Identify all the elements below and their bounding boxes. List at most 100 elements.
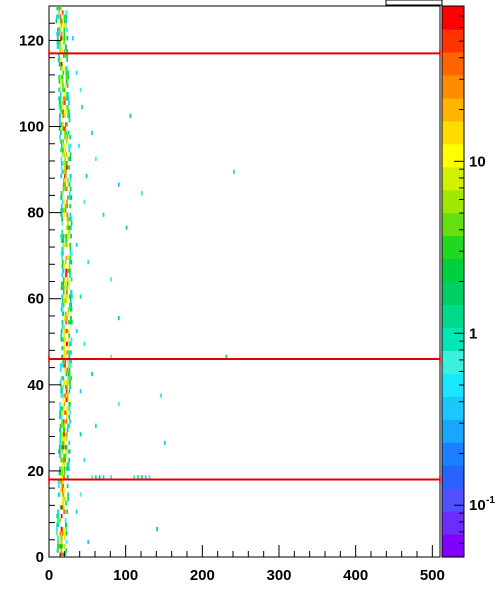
heatmap-cell <box>65 225 67 230</box>
scatter-cell <box>141 475 143 480</box>
heatmap-cell <box>64 311 67 316</box>
heatmap-cell <box>62 354 64 359</box>
scatter-cell <box>91 371 93 377</box>
heatmap-cell <box>63 535 66 540</box>
heatmap-cell <box>60 414 62 420</box>
heatmap-cell <box>59 44 62 49</box>
heatmap-cell <box>68 216 71 222</box>
heatmap-cell <box>65 294 68 299</box>
heatmap-cell <box>58 105 61 110</box>
heatmap-cell <box>67 109 70 114</box>
heatmap-cell <box>69 242 71 248</box>
heatmap-cell <box>58 31 61 37</box>
heatmap-cell <box>62 247 65 252</box>
heatmap-cell <box>66 216 68 222</box>
scatter-cell <box>91 475 93 480</box>
heatmap-cell <box>61 260 64 265</box>
colorbar-swatch <box>442 419 464 443</box>
heatmap-cell <box>69 152 72 157</box>
heatmap-cell <box>59 544 61 549</box>
heatmap-cell <box>70 337 73 342</box>
heatmap-cell <box>58 483 60 489</box>
heatmap-cell <box>68 466 70 471</box>
heatmap-cell <box>70 363 72 368</box>
heatmap-cell <box>63 531 65 536</box>
heatmap-cell <box>67 449 70 454</box>
heatmap-cell <box>65 122 67 127</box>
heatmap-cell <box>61 501 63 506</box>
heatmap-cell <box>62 501 65 506</box>
heatmap-cell <box>66 221 69 226</box>
heatmap-cell <box>62 483 65 489</box>
heatmap-cell <box>57 492 60 497</box>
heatmap-cell <box>63 204 66 209</box>
scatter-cell <box>83 341 86 347</box>
heatmap-cell <box>61 488 63 493</box>
heatmap-cell <box>65 419 68 424</box>
heatmap-cell <box>67 92 69 97</box>
heatmap-cell <box>61 216 63 222</box>
heatmap-cell <box>69 255 71 260</box>
heatmap-cell <box>64 509 67 514</box>
heatmap-cell <box>66 135 69 140</box>
heatmap-cells <box>55 6 73 557</box>
heatmap-cell <box>62 152 65 157</box>
heatmap-cell <box>65 96 67 101</box>
heatmap-cell <box>60 389 62 394</box>
heatmap-cell <box>65 320 67 325</box>
heatmap-cell <box>69 402 71 407</box>
heatmap-cell <box>61 199 64 204</box>
heatmap-cell <box>67 268 70 273</box>
heatmap-cell <box>60 458 63 463</box>
colorbar-swatch <box>442 258 464 283</box>
heatmap-cell <box>68 440 71 446</box>
heatmap-cell <box>66 53 69 58</box>
heatmap-cell <box>57 509 59 514</box>
heatmap-cell <box>59 62 61 67</box>
heatmap-cell <box>67 195 69 200</box>
colorbar-swatch <box>442 442 464 466</box>
heatmap-cell <box>62 199 65 204</box>
heatmap-cell <box>69 294 71 299</box>
heatmap-cell <box>64 208 67 213</box>
heatmap-cell <box>66 204 69 209</box>
heatmap-cell <box>65 139 68 144</box>
heatmap-cell <box>58 126 61 131</box>
colorbar-swatch <box>442 235 464 260</box>
heatmap-cell <box>65 255 68 260</box>
x-tick-label: 300 <box>266 567 291 584</box>
heatmap-cell <box>65 135 68 140</box>
heatmap-cell <box>62 552 64 557</box>
heatmap-cell <box>66 509 69 514</box>
heatmap-cell <box>68 113 70 118</box>
heatmap-cell <box>63 40 66 45</box>
heatmap-cell <box>67 156 70 161</box>
heatmap-cell <box>58 539 60 545</box>
heatmap-cell <box>70 221 73 226</box>
heatmap-cell <box>62 402 65 407</box>
heatmap-cell <box>61 458 64 463</box>
heatmap-cell <box>69 419 71 424</box>
heatmap-cell <box>68 191 71 196</box>
heatmap-cell <box>62 148 64 153</box>
heatmap-cell <box>65 522 67 527</box>
heatmap-cell <box>59 453 61 458</box>
heatmap-cell <box>56 522 58 527</box>
heatmap-cell <box>59 380 62 385</box>
heatmap-cell <box>60 165 63 170</box>
heatmap-cell <box>64 393 67 398</box>
heatmap-cell <box>66 92 68 97</box>
x-tick-label: 400 <box>343 567 368 584</box>
heatmap-cell <box>55 14 58 19</box>
y-axis: 0 20 40 60 80 100 120 <box>19 5 61 566</box>
plot-frame <box>48 5 441 558</box>
heatmap-cell <box>60 208 63 213</box>
heatmap-cell <box>62 423 65 428</box>
heatmap-cell <box>60 251 63 256</box>
heatmap-cell <box>66 466 68 471</box>
heatmap-cell <box>62 268 65 273</box>
heatmap-cell <box>65 10 68 15</box>
scatter-cell <box>137 475 139 480</box>
heatmap-cell <box>57 522 60 527</box>
heatmap-cell <box>60 49 62 54</box>
